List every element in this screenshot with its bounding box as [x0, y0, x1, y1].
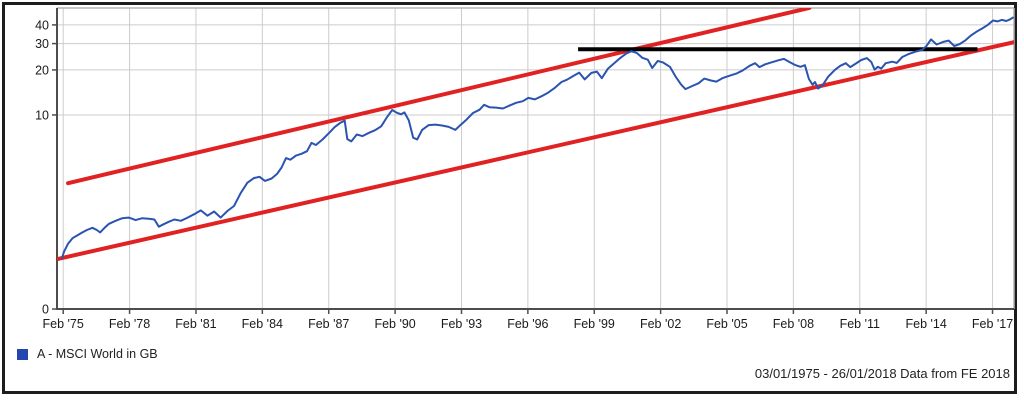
y-tick-label: 20: [35, 63, 49, 77]
y-tick-label: 0: [42, 303, 49, 317]
x-tick-label: Feb '87: [308, 317, 349, 331]
y-tick-label: 10: [35, 108, 49, 122]
x-tick-label: Feb '93: [441, 317, 482, 331]
x-tick-label: Feb '78: [109, 317, 150, 331]
y-tick-label: 30: [35, 37, 49, 51]
x-tick-label: Feb '05: [706, 317, 747, 331]
x-tick-label: Feb '96: [507, 317, 548, 331]
x-tick-label: Feb '75: [43, 317, 84, 331]
x-tick-label: Feb '08: [773, 317, 814, 331]
x-tick-label: Feb '11: [840, 317, 880, 331]
series-a-swatch: [17, 348, 28, 360]
y-tick-label: 40: [35, 18, 49, 32]
x-tick-label: Feb '81: [175, 317, 216, 331]
x-tick-label: Feb '99: [574, 317, 615, 331]
x-tick-label: Feb '14: [905, 317, 946, 331]
chart-outer-border: [2, 2, 1017, 394]
legend-label: A - MSCI World in GB: [37, 347, 158, 361]
upper-channel-trendline: [66, 8, 812, 186]
legend: A - MSCI World in GB: [17, 347, 158, 361]
lower-channel-trendline: [57, 40, 1014, 261]
x-tick-label: Feb '84: [242, 317, 283, 331]
x-tick-label: Feb '02: [640, 317, 681, 331]
x-tick-label: Feb '90: [374, 317, 415, 331]
x-tick-label: Feb '17: [972, 317, 1013, 331]
series-a-line: [60, 16, 1014, 260]
date-range-caption: 03/01/1975 - 26/01/2018 Data from FE 201…: [754, 366, 1010, 381]
